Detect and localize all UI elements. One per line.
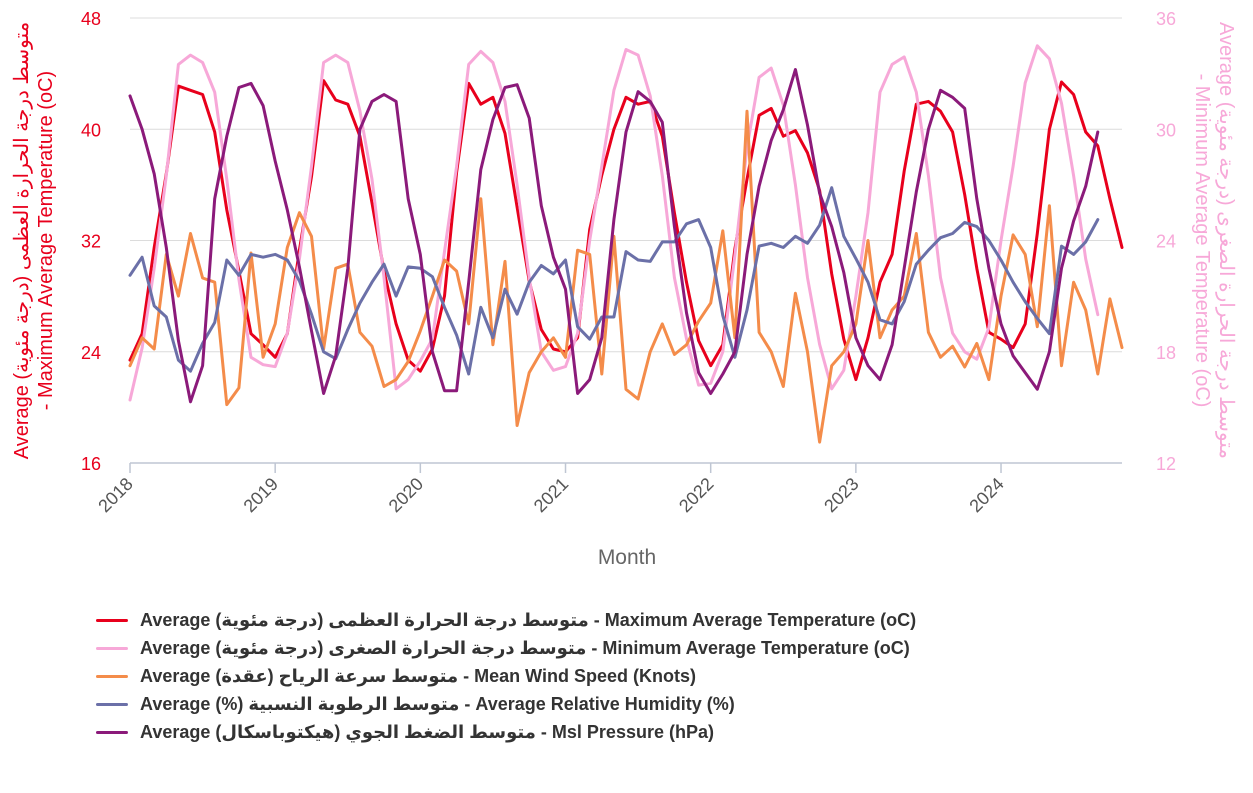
series-line	[128, 68, 1100, 404]
series-line	[128, 186, 1100, 376]
left-tick-label: 24	[81, 343, 101, 363]
legend-swatch	[96, 646, 128, 650]
x-tick-label: 2021	[530, 474, 572, 516]
axis-layer: 16 24 32 40 48 12 18 24 30 36 2018 2019 2020 2021 2022…	[11, 9, 1237, 569]
left-axis-title: Average (درجة مئوية) متوسط درجة الحرارة …	[11, 22, 57, 460]
right-tick-label: 24	[1156, 232, 1176, 252]
legend-swatch	[96, 702, 128, 706]
x-tick-label: 2022	[675, 474, 717, 516]
legend-label: Average (درجة مئوية) متوسط درجة الحرارة …	[140, 609, 917, 630]
legend-item[interactable]: Average (درجة مئوية) متوسط درجة الحرارة …	[96, 634, 916, 662]
legend-label: Average (درجة مئوية) متوسط درجة الحرارة …	[140, 637, 910, 658]
right-axis-title: Average (درجة مئوية) متوسط درجة الحرارة …	[1191, 22, 1237, 459]
x-tick-label: 2019	[240, 474, 282, 516]
left-tick-label: 40	[81, 120, 101, 140]
right-tick-label: 36	[1156, 9, 1176, 29]
right-tick-label: 30	[1156, 120, 1176, 140]
series-line	[128, 79, 1124, 382]
x-tick-label: 2023	[820, 474, 862, 516]
legend-item[interactable]: Average (هيكتوباسكال) متوسط الضغط الجوي …	[96, 718, 916, 746]
legend-label: Average (عقدة) متوسط سرعة الرياح - Mean …	[140, 665, 696, 686]
left-axis-title-line: - Maximum Average Temperature (oC)	[35, 71, 57, 410]
legend-item[interactable]: Average (%) متوسط الرطوبة النسبية - Aver…	[96, 690, 916, 718]
x-tick-label: 2018	[94, 474, 136, 516]
right-tick-label: 12	[1156, 454, 1176, 474]
legend-swatch	[96, 674, 128, 678]
x-tick-label: 2024	[965, 474, 1007, 516]
legend-swatch	[96, 618, 128, 622]
legend-label: Average (%) متوسط الرطوبة النسبية - Aver…	[140, 693, 735, 714]
x-axis-title: Month	[598, 546, 656, 569]
series-line	[128, 109, 1124, 444]
left-axis-title-line: Average (درجة مئوية) متوسط درجة الحرارة …	[11, 22, 33, 460]
left-tick-label: 32	[81, 232, 101, 252]
legend-item[interactable]: Average (عقدة) متوسط سرعة الرياح - Mean …	[96, 662, 916, 690]
legend: Average (درجة مئوية) متوسط درجة الحرارة …	[96, 606, 916, 746]
x-tick-label: 2020	[385, 474, 427, 516]
right-axis-title-line: - Minimum Average Temperature (oC)	[1191, 74, 1213, 408]
left-tick-label: 48	[81, 9, 101, 29]
left-tick-label: 16	[81, 454, 101, 474]
legend-label: Average (هيكتوباسكال) متوسط الضغط الجوي …	[140, 721, 714, 742]
right-axis-title-line: Average (درجة مئوية) متوسط درجة الحرارة …	[1215, 22, 1237, 459]
legend-swatch	[96, 730, 128, 734]
right-tick-label: 18	[1156, 343, 1176, 363]
legend-item[interactable]: Average (درجة مئوية) متوسط درجة الحرارة …	[96, 606, 916, 634]
series-layer	[128, 44, 1124, 444]
